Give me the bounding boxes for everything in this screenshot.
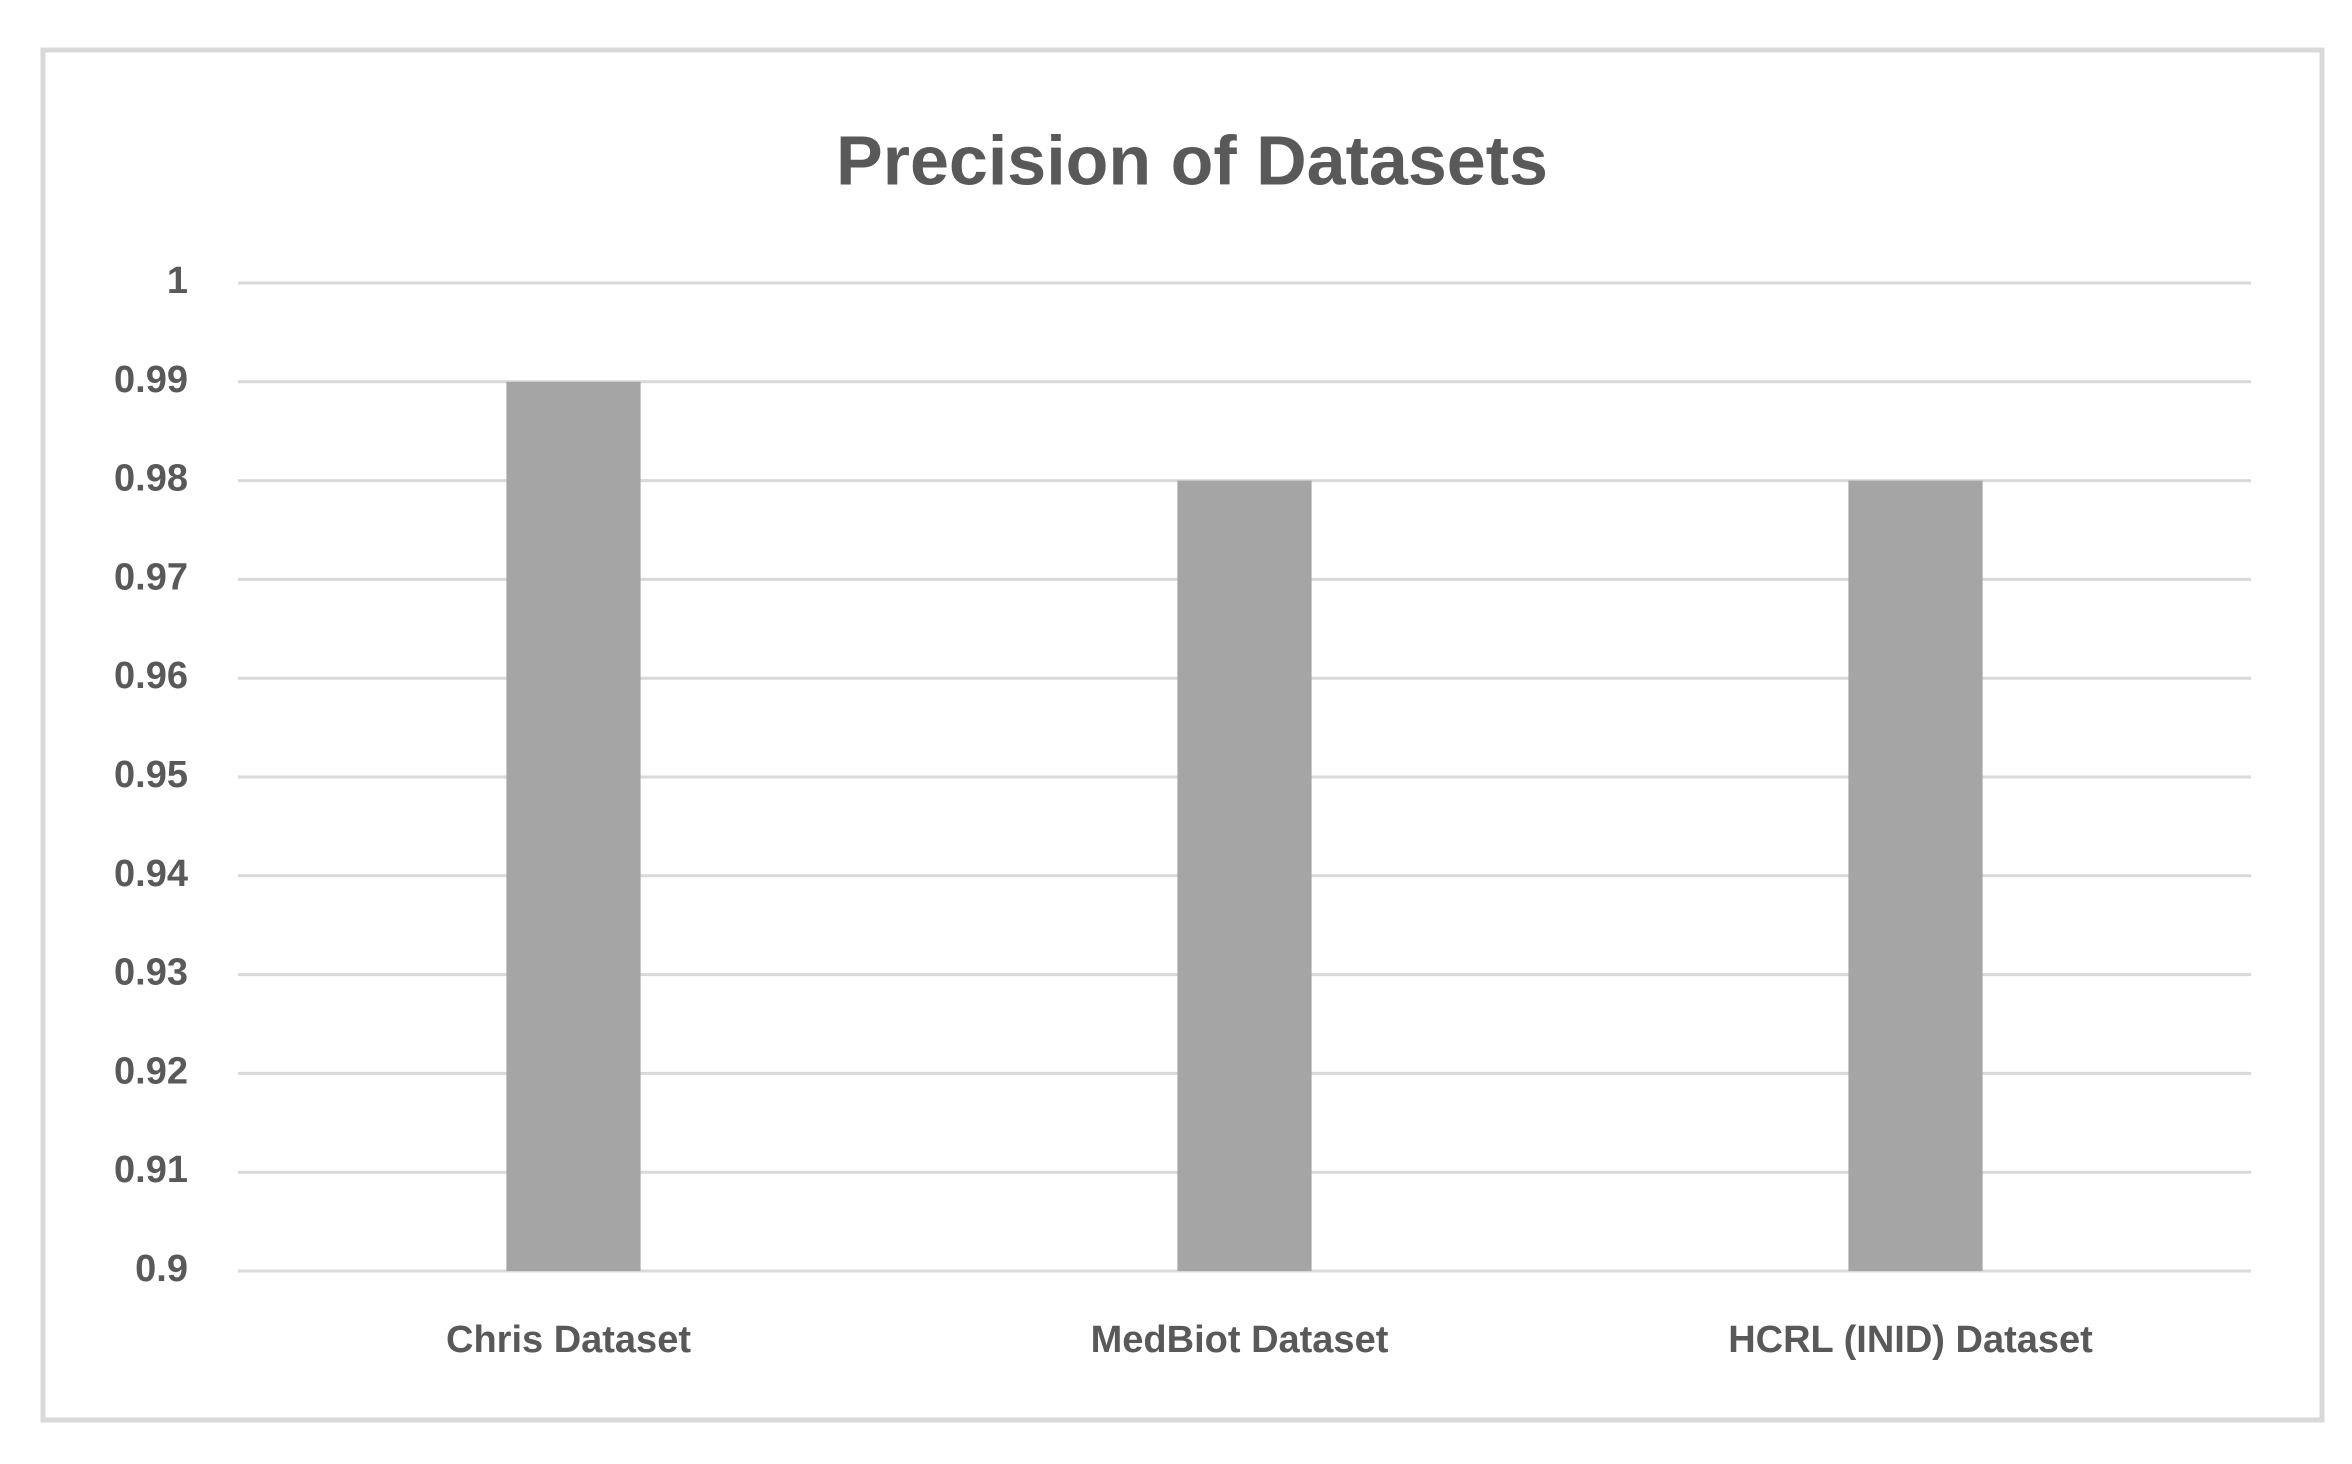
y-tick-label: 0.97 <box>114 556 188 598</box>
chart-title: Precision of Datasets <box>836 121 1548 199</box>
bar <box>506 381 641 1271</box>
y-tick-label: 0.98 <box>114 458 188 500</box>
y-tick-label: 0.99 <box>114 359 188 401</box>
y-tick-label: 0.95 <box>114 754 188 796</box>
x-tick-label: MedBiot Dataset <box>1091 1319 1389 1361</box>
y-tick-label: 0.91 <box>114 1149 188 1191</box>
bar <box>1848 480 1983 1272</box>
y-tick-label: 1 <box>167 260 188 302</box>
y-tick-label: 0.93 <box>114 952 188 994</box>
y-tick-label: 0.9 <box>135 1248 188 1290</box>
chart-border <box>40 47 2325 1423</box>
y-tick-label: 0.92 <box>114 1050 188 1092</box>
x-tick-label: Chris Dataset <box>446 1319 691 1361</box>
y-tick-label: 0.94 <box>114 853 188 895</box>
y-tick-label: 0.96 <box>114 655 188 697</box>
bar <box>1177 480 1312 1272</box>
x-tick-label: HCRL (INID) Dataset <box>1728 1319 2093 1361</box>
